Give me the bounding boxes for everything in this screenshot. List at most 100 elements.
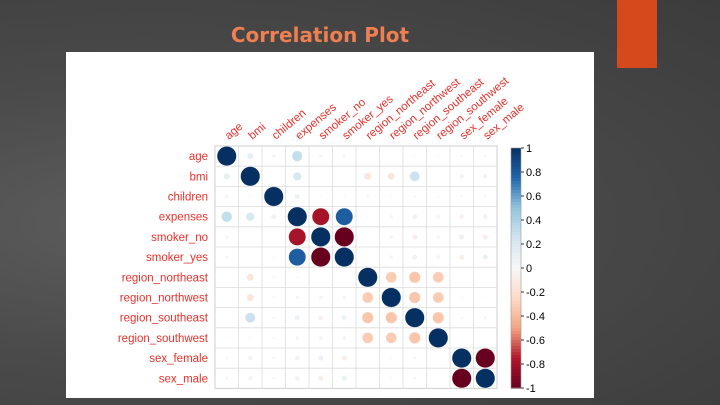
- col-label-bmi: bmi: [246, 121, 268, 142]
- corr-circle-age-sex_female: [460, 154, 464, 158]
- corr-circle-region_southwest-smoker_no: [318, 335, 323, 340]
- colorbar-segment: [511, 253, 521, 257]
- corr-circle-children-age: [224, 194, 229, 199]
- colorbar-segment: [511, 226, 521, 230]
- corr-circle-bmi-sex_male: [482, 173, 488, 179]
- colorbar-segment: [511, 301, 521, 305]
- colorbar-tick-label: -1: [526, 383, 536, 395]
- corr-circle-region_northeast-region_southwest: [432, 271, 444, 283]
- colorbar-tick-label: 0.4: [526, 215, 541, 227]
- corr-circle-smoker_yes-age: [224, 255, 229, 259]
- corr-circle-region_northwest-smoker_no: [318, 295, 323, 300]
- corr-circle-region_southwest-children: [272, 336, 276, 340]
- colorbar-segment: [511, 355, 521, 359]
- corr-circle-sex_female-expenses: [294, 355, 300, 361]
- corr-circle-sex_male-sex_male: [475, 368, 496, 389]
- colorbar-tick-label: 0.2: [526, 239, 541, 251]
- corr-circle-children-region_northeast: [366, 194, 370, 199]
- corr-circle-smoker_yes-children: [272, 255, 275, 259]
- corr-circle-region_southwest-expenses: [295, 335, 300, 340]
- corr-circle-age-smoker_no: [318, 154, 323, 158]
- colorbar-tick-label: -0.4: [526, 311, 545, 323]
- colorbar-segment: [511, 379, 521, 383]
- corr-circle-smoker_yes-smoker_yes: [334, 247, 355, 267]
- corr-circle-region_northwest-region_northwest: [381, 287, 402, 308]
- corr-circle-region_northeast-region_southeast: [408, 271, 421, 284]
- colorbar-segment: [511, 211, 521, 215]
- corr-circle-expenses-region_northeast: [366, 215, 369, 218]
- corr-circle-smoker_yes-sex_male: [482, 254, 489, 260]
- corr-circle-region_northeast-bmi: [246, 273, 255, 282]
- corr-circle-sex_female-bmi: [247, 355, 253, 361]
- corr-circle-children-region_southeast: [413, 194, 417, 199]
- colorbar-segment: [511, 358, 521, 362]
- corr-circle-children-region_southwest: [436, 194, 440, 199]
- corr-circle-sex_female-region_northwest: [390, 356, 393, 360]
- corr-circle-children-children: [263, 186, 284, 207]
- colorbar-segment: [511, 262, 521, 266]
- colorbar-segment: [511, 205, 521, 209]
- corr-circle-region_southwest-age: [225, 336, 228, 340]
- correlation-plot-panel: age bmi children expenses smoker_no smoker_ye…: [66, 52, 594, 398]
- colorbar-segment: [511, 265, 521, 269]
- corr-circle-bmi-region_northwest: [387, 172, 396, 181]
- colorbar-segment: [511, 283, 521, 287]
- corr-circle-expenses-smoker_no: [311, 207, 330, 226]
- colorbar-segment: [511, 202, 521, 206]
- corr-circle-expenses-expenses: [287, 206, 308, 227]
- corr-circle-age-age: [216, 146, 237, 166]
- colorbar-segment: [511, 199, 521, 203]
- corr-circle-region_northeast-region_northwest: [385, 271, 397, 283]
- corr-circle-smoker_no-region_southeast: [412, 234, 418, 240]
- row-label-region_northeast: region_northeast: [122, 272, 209, 284]
- corr-circle-smoker_no-smoker_yes: [334, 227, 355, 247]
- corr-circle-smoker_yes-smoker_no: [310, 247, 331, 267]
- row-label-smoker_yes: smoker_yes: [146, 252, 208, 264]
- colorbar-segment: [511, 331, 521, 335]
- corr-circle-region_southwest-bmi: [249, 336, 252, 340]
- corr-circle-sex_male-smoker_yes: [341, 375, 348, 382]
- corr-circle-sex_male-age: [225, 376, 229, 380]
- corr-circle-age-children: [271, 154, 276, 159]
- row-label-smoker_no: smoker_no: [151, 232, 208, 244]
- corr-circle-expenses-region_southwest: [436, 214, 441, 219]
- colorbar-segment: [511, 352, 521, 356]
- corr-circle-bmi-sex_female: [459, 173, 465, 179]
- colorbar-segment: [511, 181, 521, 185]
- row-label-sex_male: sex_male: [159, 373, 208, 385]
- correlation-circles: [216, 146, 496, 389]
- colorbar-segment: [511, 190, 521, 194]
- row-label-region_northwest: region_northwest: [120, 293, 209, 305]
- corr-circle-sex_female-smoker_no: [317, 355, 324, 361]
- corr-circle-sex_male-smoker_no: [317, 375, 324, 382]
- colorbar-segment: [511, 175, 521, 179]
- corr-circle-region_northwest-region_southwest: [432, 291, 444, 304]
- corr-circle-sex_female-sex_male: [475, 348, 496, 368]
- colorbar-segment: [511, 334, 521, 338]
- corr-circle-bmi-age: [223, 172, 231, 180]
- col-label-age: age: [223, 121, 245, 143]
- colorbar-segment: [511, 232, 521, 236]
- column-labels: age bmi childrenexpensessmoker_nosmoker_ye…: [223, 75, 527, 143]
- corr-circle-region_southeast-sex_male: [483, 316, 487, 320]
- corr-circle-region_southwest-smoker_yes: [342, 335, 347, 340]
- colorbar-segment: [511, 208, 521, 212]
- colorbar-segment: [511, 151, 521, 155]
- colorbar-tick-label: 0.8: [526, 167, 541, 179]
- colorbar-segment: [511, 286, 521, 290]
- colorbar-segment: [511, 349, 521, 353]
- corr-circle-expenses-smoker_yes: [335, 207, 354, 226]
- colorbar-tick-label: 1: [526, 143, 532, 155]
- row-labels: age bmi children expenses smoker_no smoker_ye…: [118, 151, 209, 385]
- row-label-expenses: expenses: [159, 212, 208, 224]
- colorbar-segment: [511, 304, 521, 308]
- colorbar-tick-label: -0.2: [526, 287, 545, 299]
- colorbar-segment: [511, 373, 521, 377]
- corr-circle-smoker_no-age: [224, 235, 229, 239]
- row-label-region_southwest: region_southwest: [118, 333, 209, 345]
- corr-circle-children-smoker_no: [319, 195, 322, 198]
- corr-circle-smoker_no-region_southwest: [436, 234, 441, 239]
- corr-circle-bmi-region_southeast: [409, 171, 420, 182]
- corr-circle-region_northwest-sex_male: [484, 296, 487, 299]
- corr-circle-sex_male-bmi: [247, 375, 253, 381]
